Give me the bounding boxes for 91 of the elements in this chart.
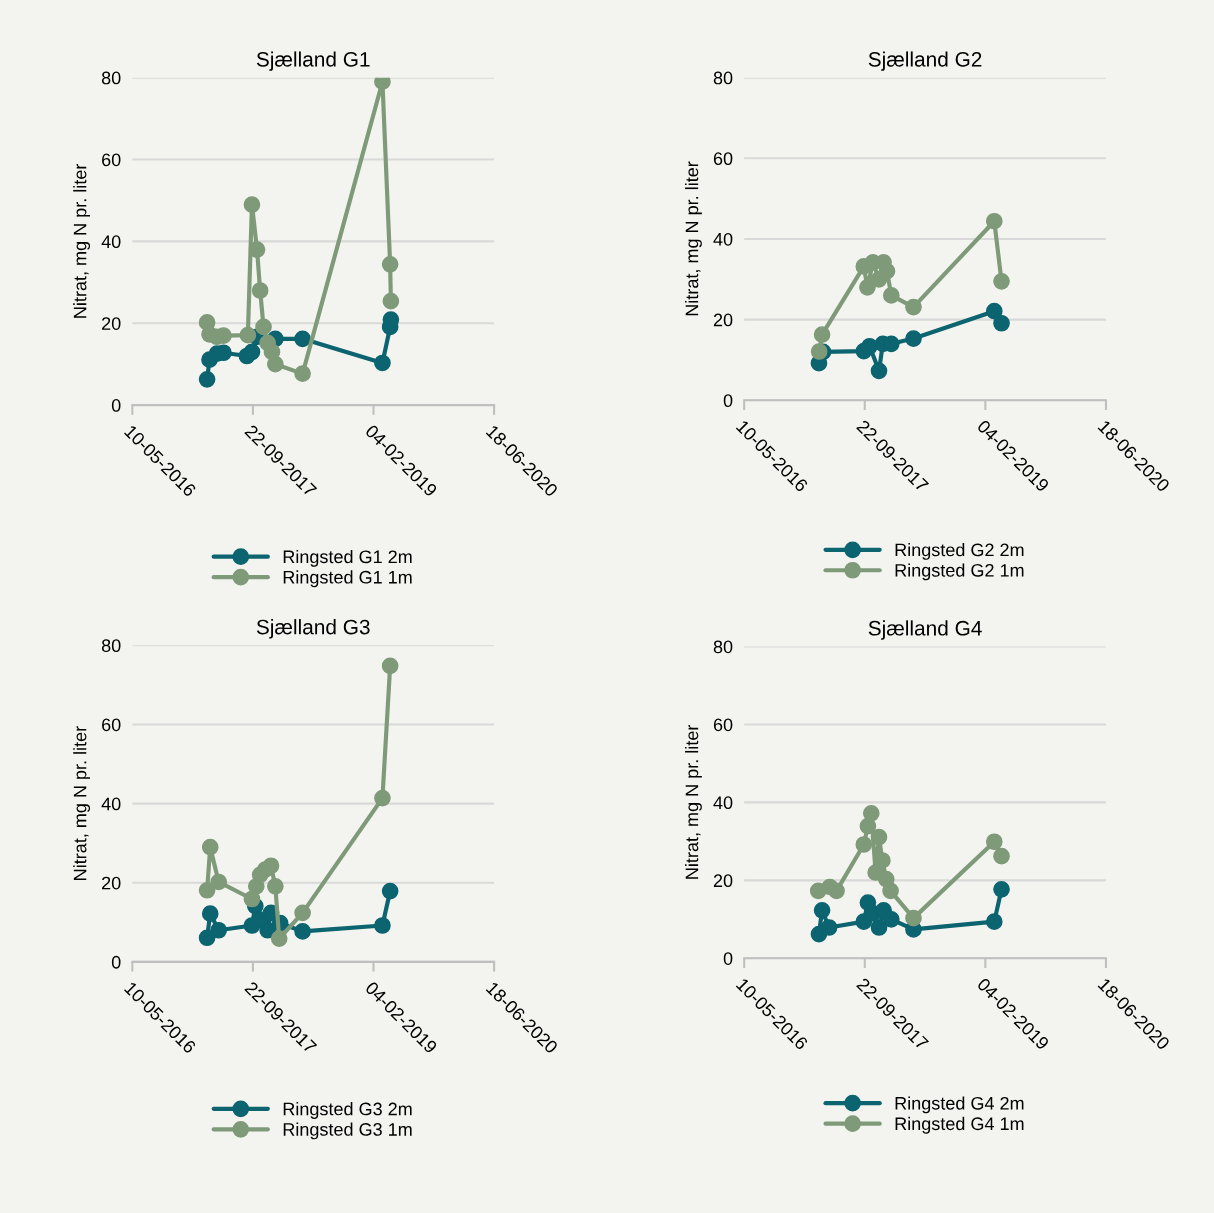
- legend-label: Ringsted G4 1m: [895, 1116, 1024, 1134]
- point: [859, 279, 876, 296]
- point: [882, 910, 900, 928]
- point: [882, 287, 900, 304]
- legend-label: Ringsted G1 1m: [283, 570, 412, 588]
- y-tick-label: 20: [102, 317, 121, 330]
- point: [905, 298, 922, 316]
- point: [243, 196, 261, 213]
- point: [374, 789, 391, 807]
- y-tick-label: 60: [102, 718, 121, 732]
- point: [862, 804, 880, 822]
- point: [248, 241, 266, 258]
- point: [294, 904, 311, 922]
- y-axis-title: Nitrat, mg N pr. liter: [73, 163, 91, 318]
- y-tick-label: 60: [713, 718, 733, 732]
- point: [251, 282, 269, 299]
- point: [993, 314, 1010, 332]
- chart-title: Sjælland G3: [256, 619, 370, 639]
- y-tick-label: 20: [713, 313, 733, 327]
- point: [198, 371, 216, 388]
- point: [374, 917, 391, 934]
- y-tick-label: 80: [101, 71, 121, 85]
- y-tick-label: 80: [101, 639, 121, 653]
- point: [861, 337, 878, 355]
- legend-label: Ringsted G3 1m: [283, 1122, 412, 1140]
- point: [985, 302, 1003, 320]
- legend-label: Ringsted G2 2m: [895, 543, 1024, 560]
- y-tick-label: 20: [713, 874, 733, 888]
- point: [993, 272, 1010, 290]
- point: [828, 882, 845, 900]
- point: [267, 355, 284, 373]
- point: [198, 929, 216, 947]
- point: [813, 902, 831, 919]
- point: [985, 833, 1003, 851]
- point: [905, 330, 922, 347]
- point: [267, 877, 284, 895]
- y-tick-label: 60: [102, 153, 121, 167]
- y-axis-title: Nitrat, mg N pr. liter: [73, 726, 91, 880]
- point: [201, 905, 219, 922]
- y-tick-label: 40: [101, 235, 121, 249]
- point: [374, 354, 391, 372]
- point: [294, 923, 311, 940]
- point: [294, 330, 311, 348]
- y-tick-label: 60: [713, 152, 733, 166]
- point: [262, 857, 280, 875]
- point: [201, 838, 219, 856]
- point: [993, 880, 1010, 898]
- point: [270, 930, 288, 947]
- point: [905, 909, 922, 927]
- point: [820, 919, 838, 936]
- legend-label: Ringsted G4 2m: [895, 1096, 1024, 1114]
- chart-title: Sjælland G4: [868, 620, 982, 640]
- point: [870, 362, 888, 380]
- y-tick-label: 0: [723, 394, 733, 408]
- point: [985, 212, 1003, 230]
- y-tick-label: 40: [713, 232, 733, 246]
- point: [381, 657, 399, 675]
- point: [239, 326, 257, 344]
- chart-title: Sjælland G2: [868, 51, 982, 71]
- y-tick-label: 40: [101, 797, 121, 811]
- legend-label: Ringsted G3 2m: [283, 1102, 412, 1119]
- point: [255, 318, 272, 336]
- y-tick-label: 80: [713, 71, 733, 85]
- legend-label: Ringsted G2 1m: [895, 563, 1024, 581]
- point: [985, 913, 1003, 930]
- y-tick-label: 40: [713, 796, 733, 810]
- y-tick-label: 0: [111, 955, 121, 969]
- point: [870, 828, 888, 846]
- point: [855, 836, 873, 853]
- y-axis-title: Nitrat, mg N pr. liter: [685, 724, 702, 879]
- y-tick-label: 0: [111, 399, 121, 412]
- y-tick-label: 80: [713, 640, 733, 654]
- point: [294, 365, 311, 382]
- y-axis-title: Nitrat, mg N pr. liter: [685, 161, 702, 316]
- point: [878, 262, 896, 280]
- point: [870, 919, 888, 936]
- y-tick-label: 20: [102, 876, 121, 890]
- chart-title: Sjælland G1: [256, 51, 370, 71]
- legend-label: Ringsted G1 2m: [283, 549, 412, 567]
- point: [210, 921, 228, 939]
- point: [381, 255, 399, 273]
- point: [813, 326, 831, 343]
- point: [381, 882, 399, 900]
- point: [243, 343, 261, 361]
- point: [882, 882, 899, 900]
- point: [210, 873, 228, 891]
- point: [382, 292, 400, 310]
- point: [810, 343, 828, 360]
- point: [993, 847, 1010, 865]
- point: [198, 881, 216, 899]
- y-tick-label: 0: [723, 952, 733, 965]
